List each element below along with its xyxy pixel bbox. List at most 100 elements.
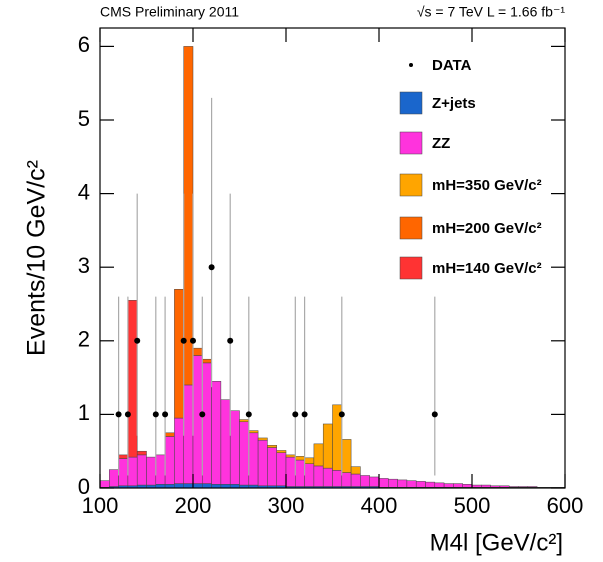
histogram-segment	[499, 485, 510, 488]
histogram-segment	[350, 473, 361, 487]
histogram-segment	[471, 484, 482, 488]
histogram-segment	[183, 384, 194, 484]
histogram-segment	[453, 483, 463, 488]
histogram-segment	[229, 410, 240, 485]
y-tick-label: 2	[78, 327, 90, 352]
histogram-segment	[183, 46, 194, 386]
legend-swatch	[399, 91, 423, 115]
histogram-segment	[267, 445, 277, 448]
legend-label: DATA	[432, 57, 472, 74]
histogram-segment	[192, 355, 203, 484]
histogram-segment	[257, 437, 268, 441]
data-point	[152, 411, 159, 418]
data-point	[338, 411, 345, 418]
header-right: √s = 7 TeV L = 1.66 fb⁻¹	[417, 4, 566, 20]
histogram-segment	[425, 481, 436, 488]
histogram-segment	[192, 347, 203, 356]
data-point	[180, 337, 187, 344]
histogram-segment	[527, 486, 538, 488]
histogram-segment	[341, 439, 352, 473]
data-point	[208, 264, 215, 271]
histogram-segment	[285, 456, 296, 487]
histogram-segment	[388, 478, 398, 488]
histogram-segment	[378, 478, 389, 488]
histogram-segment	[360, 475, 370, 487]
x-tick-label: 200	[175, 493, 212, 518]
histogram-segment	[183, 483, 194, 489]
data-point	[162, 411, 169, 418]
data-point	[134, 337, 141, 344]
x-tick-label: 500	[454, 493, 491, 518]
histogram-segment	[322, 467, 333, 487]
histogram-segment	[285, 454, 296, 458]
x-tick-label: 600	[547, 493, 584, 518]
legend-label: mH=140 GeV/c²	[432, 260, 542, 277]
histogram-segment	[322, 423, 333, 469]
data-point	[115, 411, 122, 418]
histogram-segment	[481, 484, 491, 488]
histogram-segment	[332, 470, 343, 487]
legend-label: mH=200 GeV/c²	[432, 220, 542, 237]
data-point	[245, 411, 252, 418]
x-tick-label: 100	[82, 493, 119, 518]
histogram-segment	[164, 436, 175, 485]
x-axis-label: M4l [GeV/c²]	[430, 529, 563, 556]
histogram-segment	[304, 457, 315, 464]
histogram-segment	[136, 454, 147, 486]
histogram-segment	[127, 456, 138, 487]
y-axis-label: Events/10 GeV/c²	[23, 160, 51, 356]
histogram-segment	[239, 419, 250, 423]
histogram-segment	[239, 421, 250, 486]
histogram-segment	[406, 480, 417, 488]
histogram-segment	[248, 430, 259, 434]
histogram-segment	[109, 469, 119, 487]
legend-swatch	[399, 256, 423, 280]
data-point	[227, 337, 234, 344]
plot-frame	[99, 27, 566, 489]
histogram-segment	[443, 483, 454, 488]
histogram-segment	[174, 289, 184, 419]
histogram-segment	[174, 483, 184, 489]
histogram-segment	[192, 483, 203, 489]
legend-swatch	[399, 173, 423, 197]
histogram-segment	[248, 432, 259, 486]
x-tick-label: 300	[268, 493, 305, 518]
data-point	[301, 411, 308, 418]
histogram-segment	[434, 482, 445, 488]
histogram-segment	[146, 456, 157, 486]
x-tick-label: 400	[361, 493, 398, 518]
y-tick-label: 5	[78, 106, 90, 131]
y-tick-label: 3	[78, 253, 90, 278]
histogram-segment	[99, 480, 110, 488]
histogram-segment	[276, 452, 287, 487]
histogram-segment	[341, 472, 352, 487]
histogram-segment	[518, 486, 529, 488]
legend-label: ZZ	[432, 135, 450, 152]
histogram-segment	[490, 485, 501, 488]
histogram-segment	[202, 358, 212, 364]
histogram-segment	[508, 486, 519, 488]
histogram-segment	[220, 399, 231, 485]
legend-label: mH=350 GeV/c²	[432, 177, 542, 194]
data-point	[431, 411, 438, 418]
legend-swatch	[399, 216, 423, 240]
y-tick-label: 1	[78, 400, 90, 425]
y-tick-label: 6	[78, 32, 90, 57]
histogram-segment	[276, 450, 287, 453]
histogram-segment	[304, 463, 315, 487]
histogram-segment	[397, 479, 408, 488]
histogram-segment	[295, 456, 305, 461]
histogram-segment	[462, 484, 473, 488]
y-tick-label: 0	[78, 474, 90, 499]
histogram-segment	[118, 454, 129, 459]
legend-swatch	[399, 131, 423, 155]
histogram-segment	[267, 447, 277, 487]
histogram-segment	[136, 450, 147, 456]
histogram-segment	[211, 381, 222, 485]
histogram-segment	[174, 417, 184, 484]
histogram-segment	[313, 443, 324, 467]
histogram-segment	[118, 458, 129, 487]
legend-label: Z+jets	[432, 95, 476, 112]
histogram-segment	[127, 300, 138, 458]
